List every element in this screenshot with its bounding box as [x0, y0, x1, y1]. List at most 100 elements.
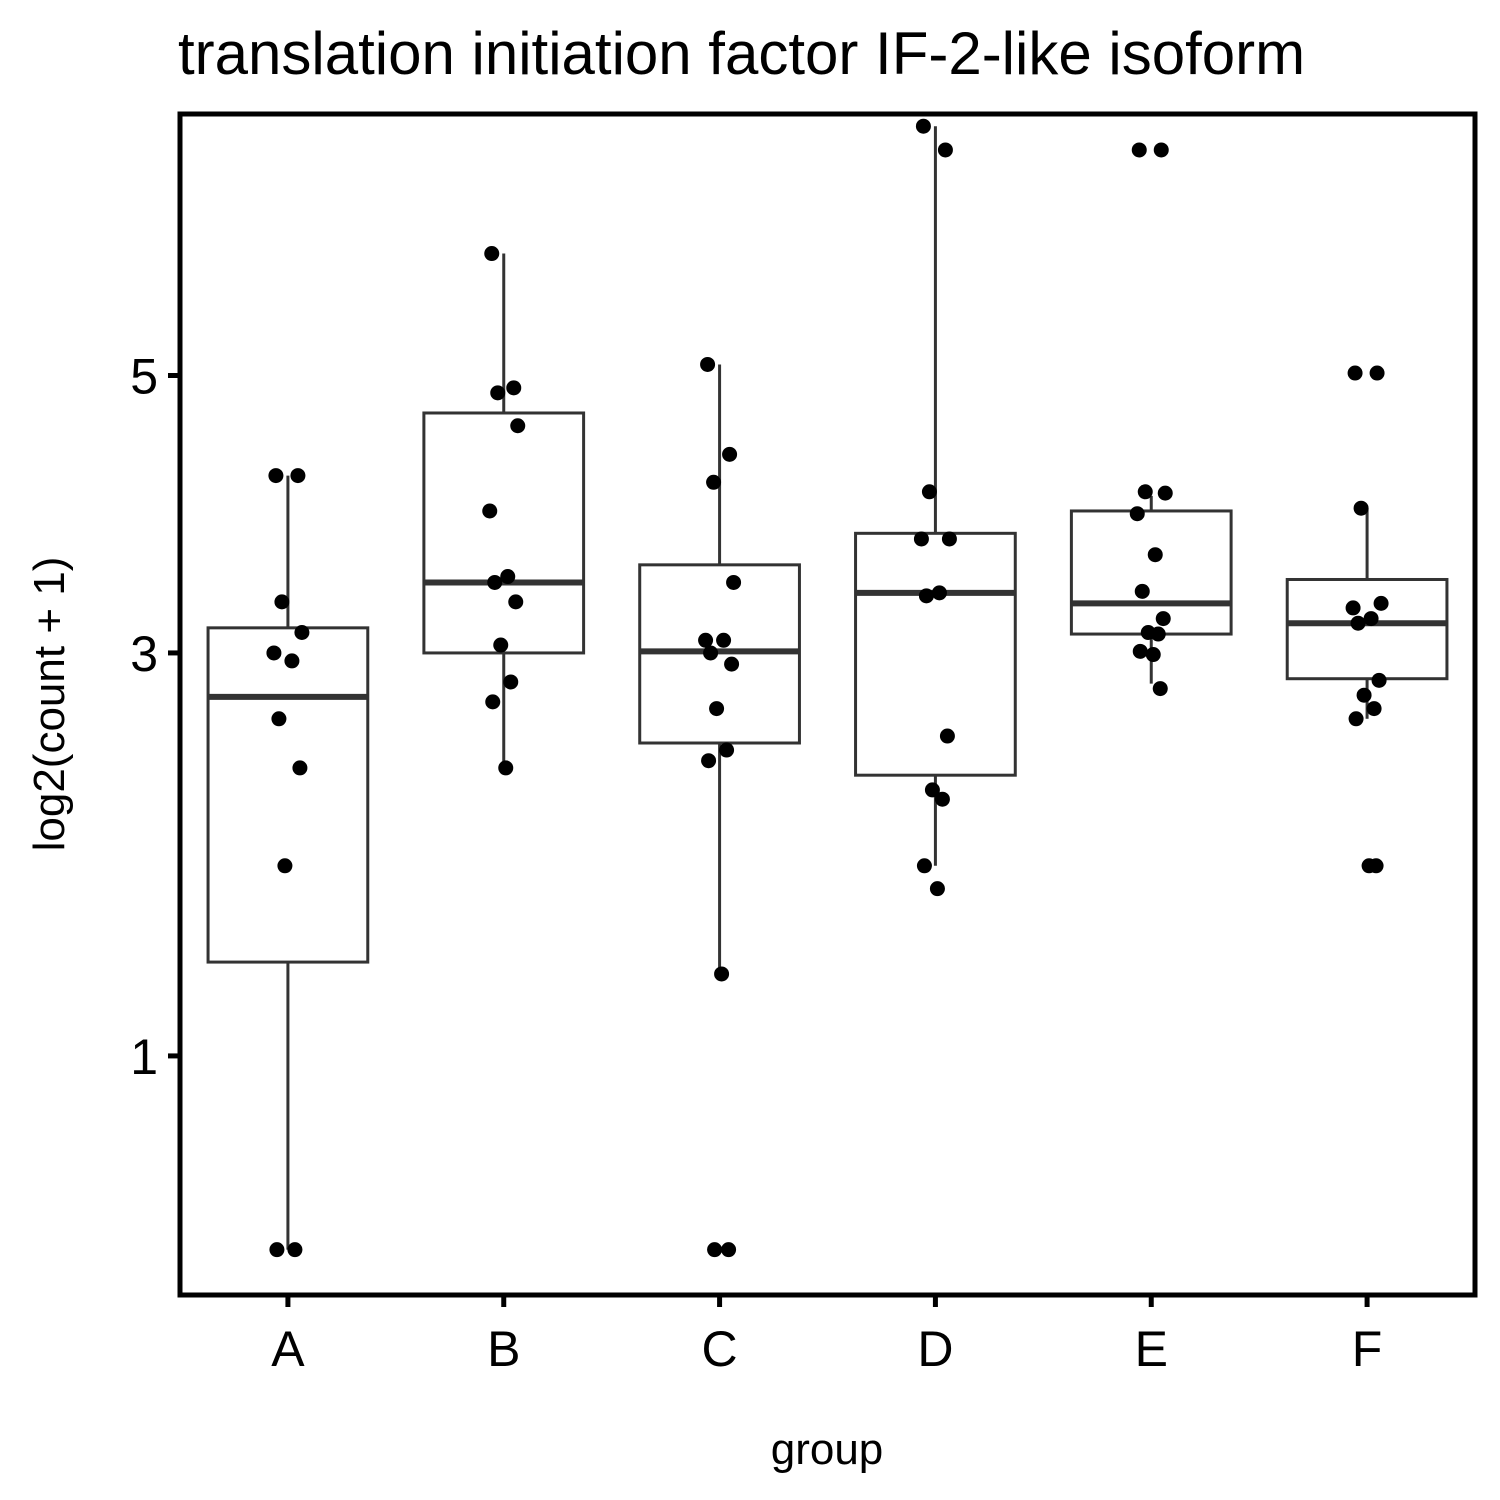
data-point — [929, 881, 945, 897]
data-point — [703, 645, 719, 661]
data-point — [1366, 701, 1382, 717]
data-point — [1157, 485, 1173, 501]
data-point — [1371, 672, 1387, 688]
data-point — [269, 1242, 285, 1258]
data-point — [268, 468, 284, 484]
data-point — [271, 711, 287, 727]
data-point — [698, 632, 714, 648]
data-point — [913, 531, 929, 547]
data-point — [493, 637, 509, 653]
data-point — [287, 1242, 303, 1258]
data-point — [726, 574, 742, 590]
panel-border — [177, 111, 1478, 1298]
data-point — [1348, 711, 1364, 727]
data-point — [503, 674, 519, 690]
data-point — [484, 246, 500, 262]
data-point — [700, 356, 716, 372]
x-tick-label: E — [1135, 1321, 1168, 1377]
data-point — [707, 1242, 723, 1258]
iqr-box — [1069, 509, 1233, 636]
data-point — [916, 858, 932, 874]
axes: 1 3 5 A B C D E F — [130, 348, 1382, 1377]
y-tick-label: 5 — [130, 348, 158, 404]
data-point — [931, 585, 947, 601]
points-group-e — [1129, 142, 1173, 697]
data-point — [1347, 365, 1363, 381]
data-point — [506, 380, 522, 396]
data-point — [266, 645, 282, 661]
box-group-f — [1285, 508, 1449, 719]
x-tick-label: B — [487, 1321, 520, 1377]
data-point — [1373, 595, 1389, 611]
data-point — [1132, 643, 1148, 659]
data-point — [1368, 858, 1384, 874]
y-tick-label: 1 — [130, 1029, 158, 1085]
data-point — [498, 760, 514, 776]
iqr-box — [422, 411, 586, 655]
x-tick-label: C — [702, 1321, 738, 1377]
data-point — [290, 468, 306, 484]
data-point — [487, 574, 503, 590]
x-axis-title: group — [771, 1425, 884, 1474]
data-point — [1147, 547, 1163, 563]
data-point — [1152, 681, 1168, 697]
points-group-f — [1345, 365, 1389, 874]
data-point — [1155, 611, 1171, 627]
data-point — [294, 625, 310, 641]
iqr-box — [854, 531, 1017, 777]
y-axis-title: log2(count + 1) — [25, 557, 74, 852]
data-point — [284, 653, 300, 669]
box-group-c — [638, 364, 801, 974]
data-point — [508, 594, 524, 610]
data-point — [274, 594, 290, 610]
data-point — [1150, 626, 1166, 642]
x-tick-label: F — [1352, 1321, 1383, 1377]
data-point — [721, 1242, 737, 1258]
data-point — [1131, 142, 1147, 158]
data-point — [939, 728, 955, 744]
data-point — [1137, 484, 1153, 500]
data-point — [292, 760, 308, 776]
data-point — [716, 632, 732, 648]
points-group-c — [698, 356, 742, 1258]
data-point — [490, 385, 506, 401]
data-point — [709, 701, 725, 717]
data-point — [924, 782, 940, 798]
data-point — [1153, 142, 1169, 158]
data-point — [1145, 647, 1161, 663]
data-point — [1345, 600, 1361, 616]
data-point — [915, 118, 931, 134]
data-point — [1353, 500, 1369, 516]
points-group-b — [482, 246, 526, 776]
data-point — [1350, 615, 1366, 631]
data-point — [722, 446, 738, 462]
plot-area — [206, 118, 1449, 1258]
data-point — [706, 474, 722, 490]
y-tick-label: 3 — [130, 626, 158, 682]
data-point — [941, 531, 957, 547]
x-tick-label: A — [271, 1321, 305, 1377]
data-point — [510, 418, 526, 434]
data-point — [921, 484, 937, 500]
data-point — [934, 791, 950, 807]
box-group-e — [1069, 495, 1233, 684]
data-point — [277, 858, 293, 874]
data-point — [482, 503, 498, 519]
data-point — [719, 742, 735, 758]
points-group-a — [266, 468, 310, 1258]
data-point — [485, 694, 501, 710]
data-point — [724, 656, 740, 672]
data-point — [1356, 687, 1372, 703]
data-point — [1363, 611, 1379, 627]
data-point — [1129, 506, 1145, 522]
points-group-d — [913, 118, 957, 897]
data-point — [714, 966, 730, 982]
chart-title: translation initiation factor IF-2-like … — [178, 20, 1305, 87]
data-point — [701, 753, 717, 769]
data-point — [1134, 583, 1150, 599]
data-point — [500, 569, 516, 585]
box-group-b — [422, 253, 586, 768]
data-point — [1369, 365, 1385, 381]
x-tick-label: D — [917, 1321, 953, 1377]
